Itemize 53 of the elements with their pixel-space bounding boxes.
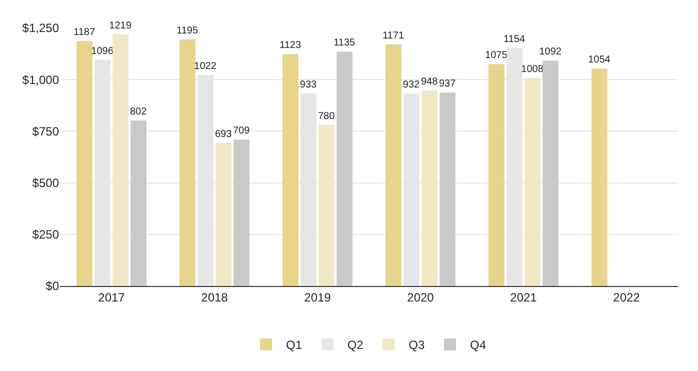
bar	[422, 90, 438, 286]
data-label: 1092	[539, 46, 562, 58]
data-label: 693	[214, 128, 232, 140]
bar	[386, 44, 402, 286]
legend-label: Q4	[470, 338, 486, 352]
y-tick-label: $500	[32, 176, 60, 190]
data-label: 932	[402, 80, 420, 91]
bar	[336, 52, 352, 286]
data-label: 933	[300, 79, 318, 90]
data-label: 1075	[485, 50, 508, 62]
x-tick-label: 2021	[510, 290, 538, 304]
data-label: 1219	[109, 20, 132, 32]
bar	[216, 142, 232, 286]
x-tick-label: 2020	[407, 290, 434, 304]
bar	[130, 120, 146, 286]
bar	[318, 125, 334, 286]
data-label: 1022	[194, 61, 217, 72]
legend-label: Q1	[286, 338, 302, 352]
legend-label: Q2	[347, 338, 364, 352]
bar	[488, 64, 504, 286]
bar	[180, 39, 196, 286]
data-label: 948	[420, 76, 438, 88]
data-label: 1195	[176, 25, 198, 36]
y-tick-label: $1,000	[22, 72, 60, 87]
data-label: 1096	[91, 46, 114, 57]
data-label: 780	[318, 111, 336, 122]
bar	[234, 140, 250, 286]
data-label: 1187	[73, 27, 96, 38]
y-tick-label: $250	[32, 228, 60, 242]
x-tick-label: 2017	[98, 290, 126, 304]
data-label: 1135	[334, 38, 356, 49]
x-tick-label: 2022	[613, 290, 640, 304]
data-label: 802	[130, 106, 148, 118]
data-label: 937	[438, 78, 456, 90]
data-label: 1123	[279, 40, 302, 52]
y-tick-label: $750	[32, 124, 60, 138]
data-label: 1154	[504, 34, 526, 45]
y-tick-label: $0	[46, 279, 60, 294]
bar	[542, 60, 558, 286]
legend-label: Q3	[408, 338, 425, 352]
bar	[282, 54, 298, 286]
bar	[524, 78, 540, 286]
data-label: 1008	[521, 64, 544, 75]
data-label: 1171	[382, 30, 404, 42]
bar	[440, 92, 456, 286]
data-label: 709	[232, 126, 250, 137]
bar	[112, 34, 128, 286]
y-tick-label: $1,250	[22, 21, 60, 36]
bar	[76, 41, 92, 286]
x-tick-label: 2018	[201, 290, 228, 304]
data-label: 1054	[588, 54, 611, 66]
bar	[592, 68, 608, 286]
x-tick-label: 2019	[304, 290, 332, 304]
